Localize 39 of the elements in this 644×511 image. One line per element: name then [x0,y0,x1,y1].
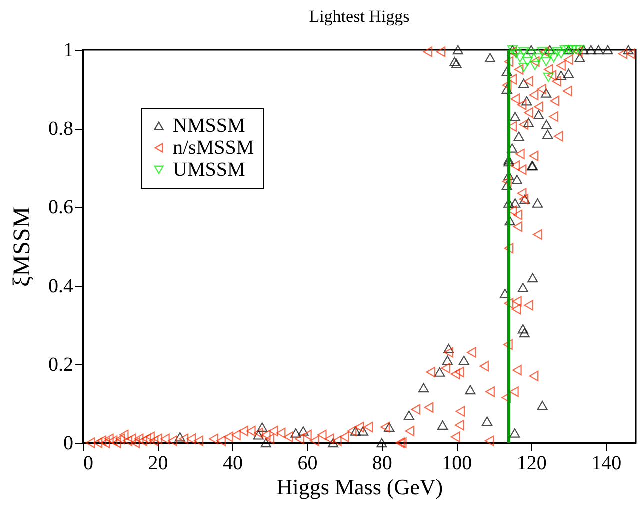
x-tick-label: 60 [298,452,318,474]
point [534,53,544,63]
x-axis-title: Higgs Mass (GeV) [276,474,444,500]
legend-label: UMSSM [173,159,246,181]
point [514,53,526,63]
point [537,47,548,57]
x-tick-label: 120 [516,452,547,474]
y-axis-title: ξMSSM [10,206,36,288]
point [518,47,530,57]
point [570,45,582,55]
point [543,72,554,82]
chart-title: Lightest Higgs [309,7,410,26]
x-tick-label: 0 [84,452,94,474]
point [567,45,578,55]
point [560,45,570,55]
y-tick-label: 0.4 [48,275,74,298]
point [522,57,533,66]
x-tick-label: 40 [222,452,243,474]
y-tick-label: 1 [64,40,74,62]
point [552,47,563,57]
point [541,57,552,66]
x-tick-label: 100 [442,452,472,474]
x-tick-label: 80 [372,452,392,474]
point [544,49,556,59]
point [556,49,567,59]
point [518,63,530,72]
y-tick-label: 0.6 [48,196,74,219]
x-tick-label: 20 [148,452,168,474]
point [574,45,586,55]
point [530,61,540,70]
y-tick-label: 0 [64,432,74,454]
x-tick-label: 140 [592,452,622,474]
point [511,49,522,59]
y-tick-label: 0.8 [48,118,74,140]
point [526,49,537,59]
legend-label: n/sMSSM [173,137,254,159]
legend-label: NMSSM [173,115,246,137]
y-tick-label: 0.2 [48,354,74,376]
point [548,53,560,63]
